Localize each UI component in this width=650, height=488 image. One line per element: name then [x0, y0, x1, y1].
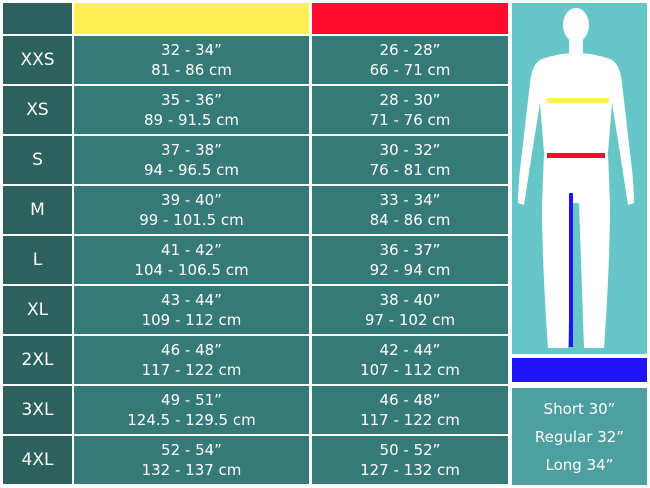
waist-cm: 117 - 122 cm	[360, 411, 460, 429]
length-short: Short 30”	[543, 399, 616, 418]
length-long: Long 34”	[545, 455, 614, 474]
size-text: XS	[26, 100, 49, 120]
chest-header-swatch	[74, 3, 309, 34]
chest-inches: 39 - 40”	[161, 191, 222, 209]
waist-cm: 107 - 112 cm	[360, 361, 460, 379]
chest-cell: 37 - 38” 94 - 96.5 cm	[74, 136, 309, 184]
chest-cm: 89 - 91.5 cm	[143, 111, 240, 129]
size-label: S	[3, 136, 72, 184]
size-label: 3XL	[3, 386, 72, 434]
chest-inches: 37 - 38”	[161, 141, 222, 159]
chest-cell: 49 - 51” 124.5 - 129.5 cm	[74, 386, 309, 434]
size-label: L	[3, 236, 72, 284]
chest-inches: 32 - 34”	[161, 41, 222, 59]
chest-inches: 35 - 36”	[161, 91, 222, 109]
waist-cell: 46 - 48” 117 - 122 cm	[312, 386, 508, 434]
chest-cm: 132 - 137 cm	[141, 461, 242, 479]
chest-cell: 43 - 44” 109 - 112 cm	[74, 286, 309, 334]
waist-inches: 46 - 48”	[379, 391, 441, 409]
waist-cm: 76 - 81 cm	[369, 161, 451, 179]
size-text: 4XL	[21, 450, 54, 470]
length-regular: Regular 32”	[534, 427, 625, 446]
waist-header-swatch	[312, 3, 508, 34]
chest-cell: 52 - 54” 132 - 137 cm	[74, 436, 309, 484]
waist-cell: 42 - 44” 107 - 112 cm	[312, 336, 508, 384]
waist-cell: 50 - 52” 127 - 132 cm	[312, 436, 508, 484]
size-text: 3XL	[21, 400, 54, 420]
waist-cell: 26 - 28” 66 - 71 cm	[312, 36, 508, 84]
size-text: S	[32, 150, 43, 170]
chest-cell: 41 - 42” 104 - 106.5 cm	[74, 236, 309, 284]
waist-inches: 42 - 44”	[379, 341, 441, 359]
chest-cell: 46 - 48” 117 - 122 cm	[74, 336, 309, 384]
size-label: XXS	[3, 36, 72, 84]
chest-cell: 32 - 34” 81 - 86 cm	[74, 36, 309, 84]
chest-cell: 35 - 36” 89 - 91.5 cm	[74, 86, 309, 134]
chest-cm: 99 - 101.5 cm	[139, 211, 244, 229]
chest-inches: 43 - 44”	[161, 291, 222, 309]
waist-cm: 71 - 76 cm	[369, 111, 451, 129]
chest-cm: 117 - 122 cm	[141, 361, 242, 379]
body-figure	[512, 3, 647, 354]
inseam-swatch	[512, 358, 647, 382]
chest-inches: 46 - 48”	[161, 341, 222, 359]
waist-cm: 66 - 71 cm	[369, 61, 451, 79]
header-corner	[3, 3, 72, 34]
size-text: 2XL	[21, 350, 54, 370]
waist-cell: 38 - 40” 97 - 102 cm	[312, 286, 508, 334]
waist-cell: 28 - 30” 71 - 76 cm	[312, 86, 508, 134]
waist-cell: 30 - 32” 76 - 81 cm	[312, 136, 508, 184]
waist-cell: 33 - 34” 84 - 86 cm	[312, 186, 508, 234]
size-text: M	[30, 200, 45, 220]
size-text: XXS	[20, 50, 55, 70]
inseam-lengths: Short 30” Regular 32” Long 34”	[512, 388, 647, 485]
chest-cm: 104 - 106.5 cm	[134, 261, 249, 279]
chest-cm: 109 - 112 cm	[141, 311, 242, 329]
waist-inches: 30 - 32”	[379, 141, 441, 159]
waist-cm: 127 - 132 cm	[360, 461, 460, 479]
waist-cm: 97 - 102 cm	[364, 311, 456, 329]
chest-cm: 81 - 86 cm	[151, 61, 232, 79]
waist-inches: 28 - 30”	[379, 91, 441, 109]
size-text: L	[32, 250, 43, 270]
waist-inches: 50 - 52”	[379, 441, 441, 459]
size-label: M	[3, 186, 72, 234]
chest-inches: 52 - 54”	[161, 441, 222, 459]
chest-cell: 39 - 40” 99 - 101.5 cm	[74, 186, 309, 234]
size-text: XL	[26, 300, 49, 320]
waist-inches: 38 - 40”	[379, 291, 441, 309]
waist-inches: 26 - 28”	[379, 41, 441, 59]
size-label: XL	[3, 286, 72, 334]
chest-inches: 41 - 42”	[161, 241, 222, 259]
waist-inches: 36 - 37”	[379, 241, 441, 259]
waist-cm: 92 - 94 cm	[369, 261, 451, 279]
body-silhouette-icon	[518, 8, 634, 348]
chest-cm: 94 - 96.5 cm	[143, 161, 240, 179]
size-label: XS	[3, 86, 72, 134]
size-label: 2XL	[3, 336, 72, 384]
waist-inches: 33 - 34”	[379, 191, 441, 209]
chest-inches: 49 - 51”	[161, 391, 222, 409]
waist-cell: 36 - 37” 92 - 94 cm	[312, 236, 508, 284]
size-label: 4XL	[3, 436, 72, 484]
waist-cm: 84 - 86 cm	[369, 211, 451, 229]
chest-cm: 124.5 - 129.5 cm	[127, 411, 256, 429]
